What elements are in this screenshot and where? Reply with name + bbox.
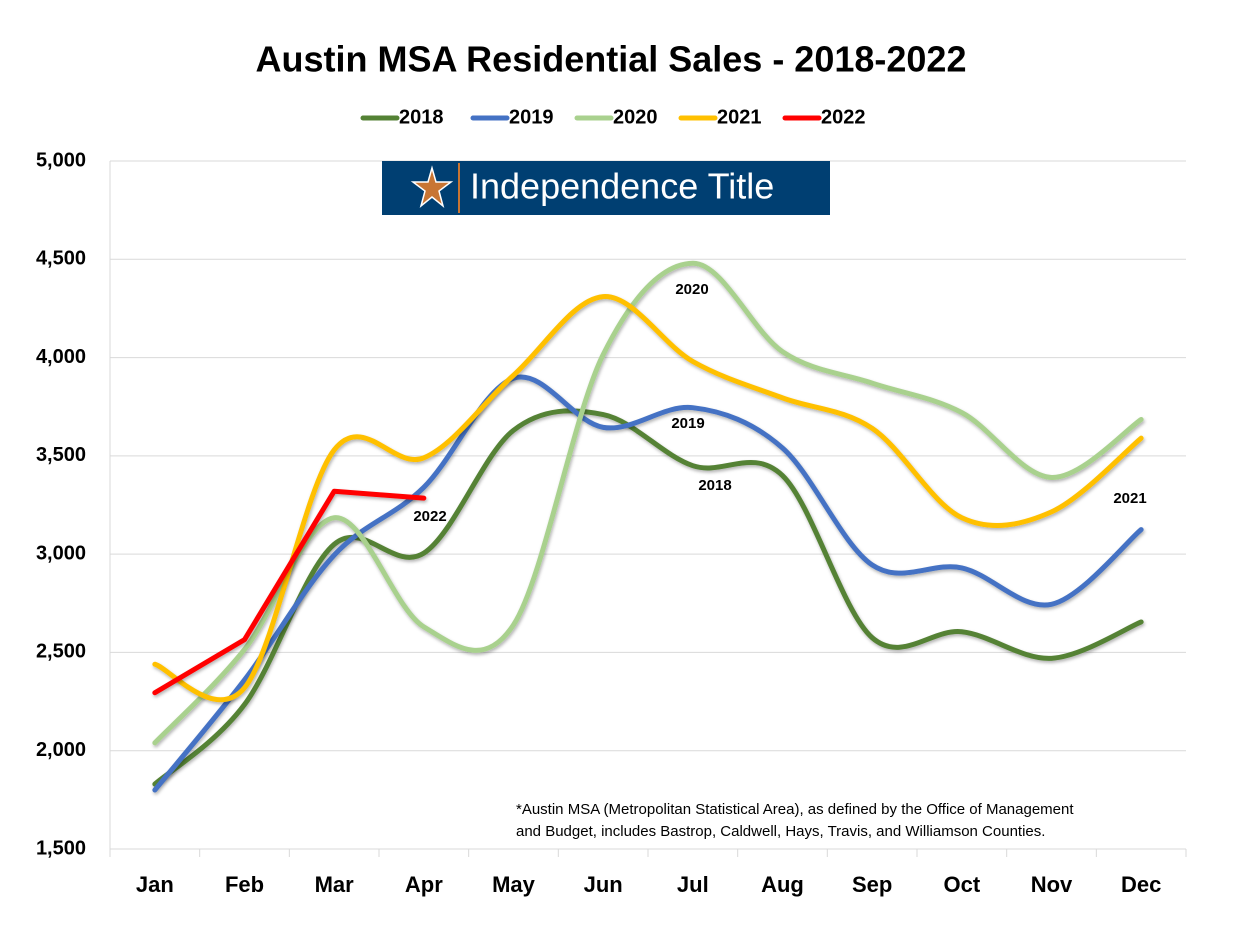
legend-label: 2022 [821,106,866,128]
y-tick-label: 1,500 [36,837,86,859]
legend-label: 2019 [509,106,554,128]
x-tick-label: Dec [1121,872,1161,897]
y-tick-label: 4,000 [36,346,86,368]
logo: Independence Title [382,161,830,215]
annotation: 2022 [413,508,446,525]
x-tick-label: May [492,872,536,897]
y-tick-label: 2,000 [36,739,86,761]
x-tick-label: Sep [852,872,892,897]
annotation: 2019 [671,415,704,432]
x-tick-label: Apr [405,872,443,897]
series-line [152,488,427,696]
legend-label: 2020 [613,106,658,128]
x-tick-label: Mar [315,872,355,897]
logo-star [410,165,454,209]
series-line [152,374,1144,793]
x-tick-label: Jun [584,872,623,897]
series-line [152,294,1144,703]
x-tick-label: Oct [943,872,980,897]
logo-text: Independence Title [470,166,774,207]
x-tick-label: Nov [1031,872,1073,897]
y-tick-label: 3,000 [36,542,86,564]
y-tick-label: 2,500 [36,641,86,663]
x-tick-label: Aug [761,872,804,897]
annotation: 2018 [698,477,731,494]
x-tick-label: Jul [677,872,709,897]
footnote: and Budget, includes Bastrop, Caldwell, … [516,823,1045,840]
annotation: 2020 [675,281,708,298]
x-tick-label: Feb [225,872,264,897]
series-line [152,260,1144,746]
chart-title: Austin MSA Residential Sales - 2018-2022 [256,39,967,80]
legend-label: 2018 [399,106,444,128]
y-tick-label: 5,000 [36,149,86,171]
footnote: *Austin MSA (Metropolitan Statistical Ar… [516,801,1074,818]
legend-label: 2021 [717,106,762,128]
y-tick-label: 4,500 [36,248,86,270]
annotation: 2021 [1113,490,1146,507]
y-tick-label: 3,500 [36,444,86,466]
logo-background [382,161,830,215]
x-tick-label: Jan [136,872,174,897]
